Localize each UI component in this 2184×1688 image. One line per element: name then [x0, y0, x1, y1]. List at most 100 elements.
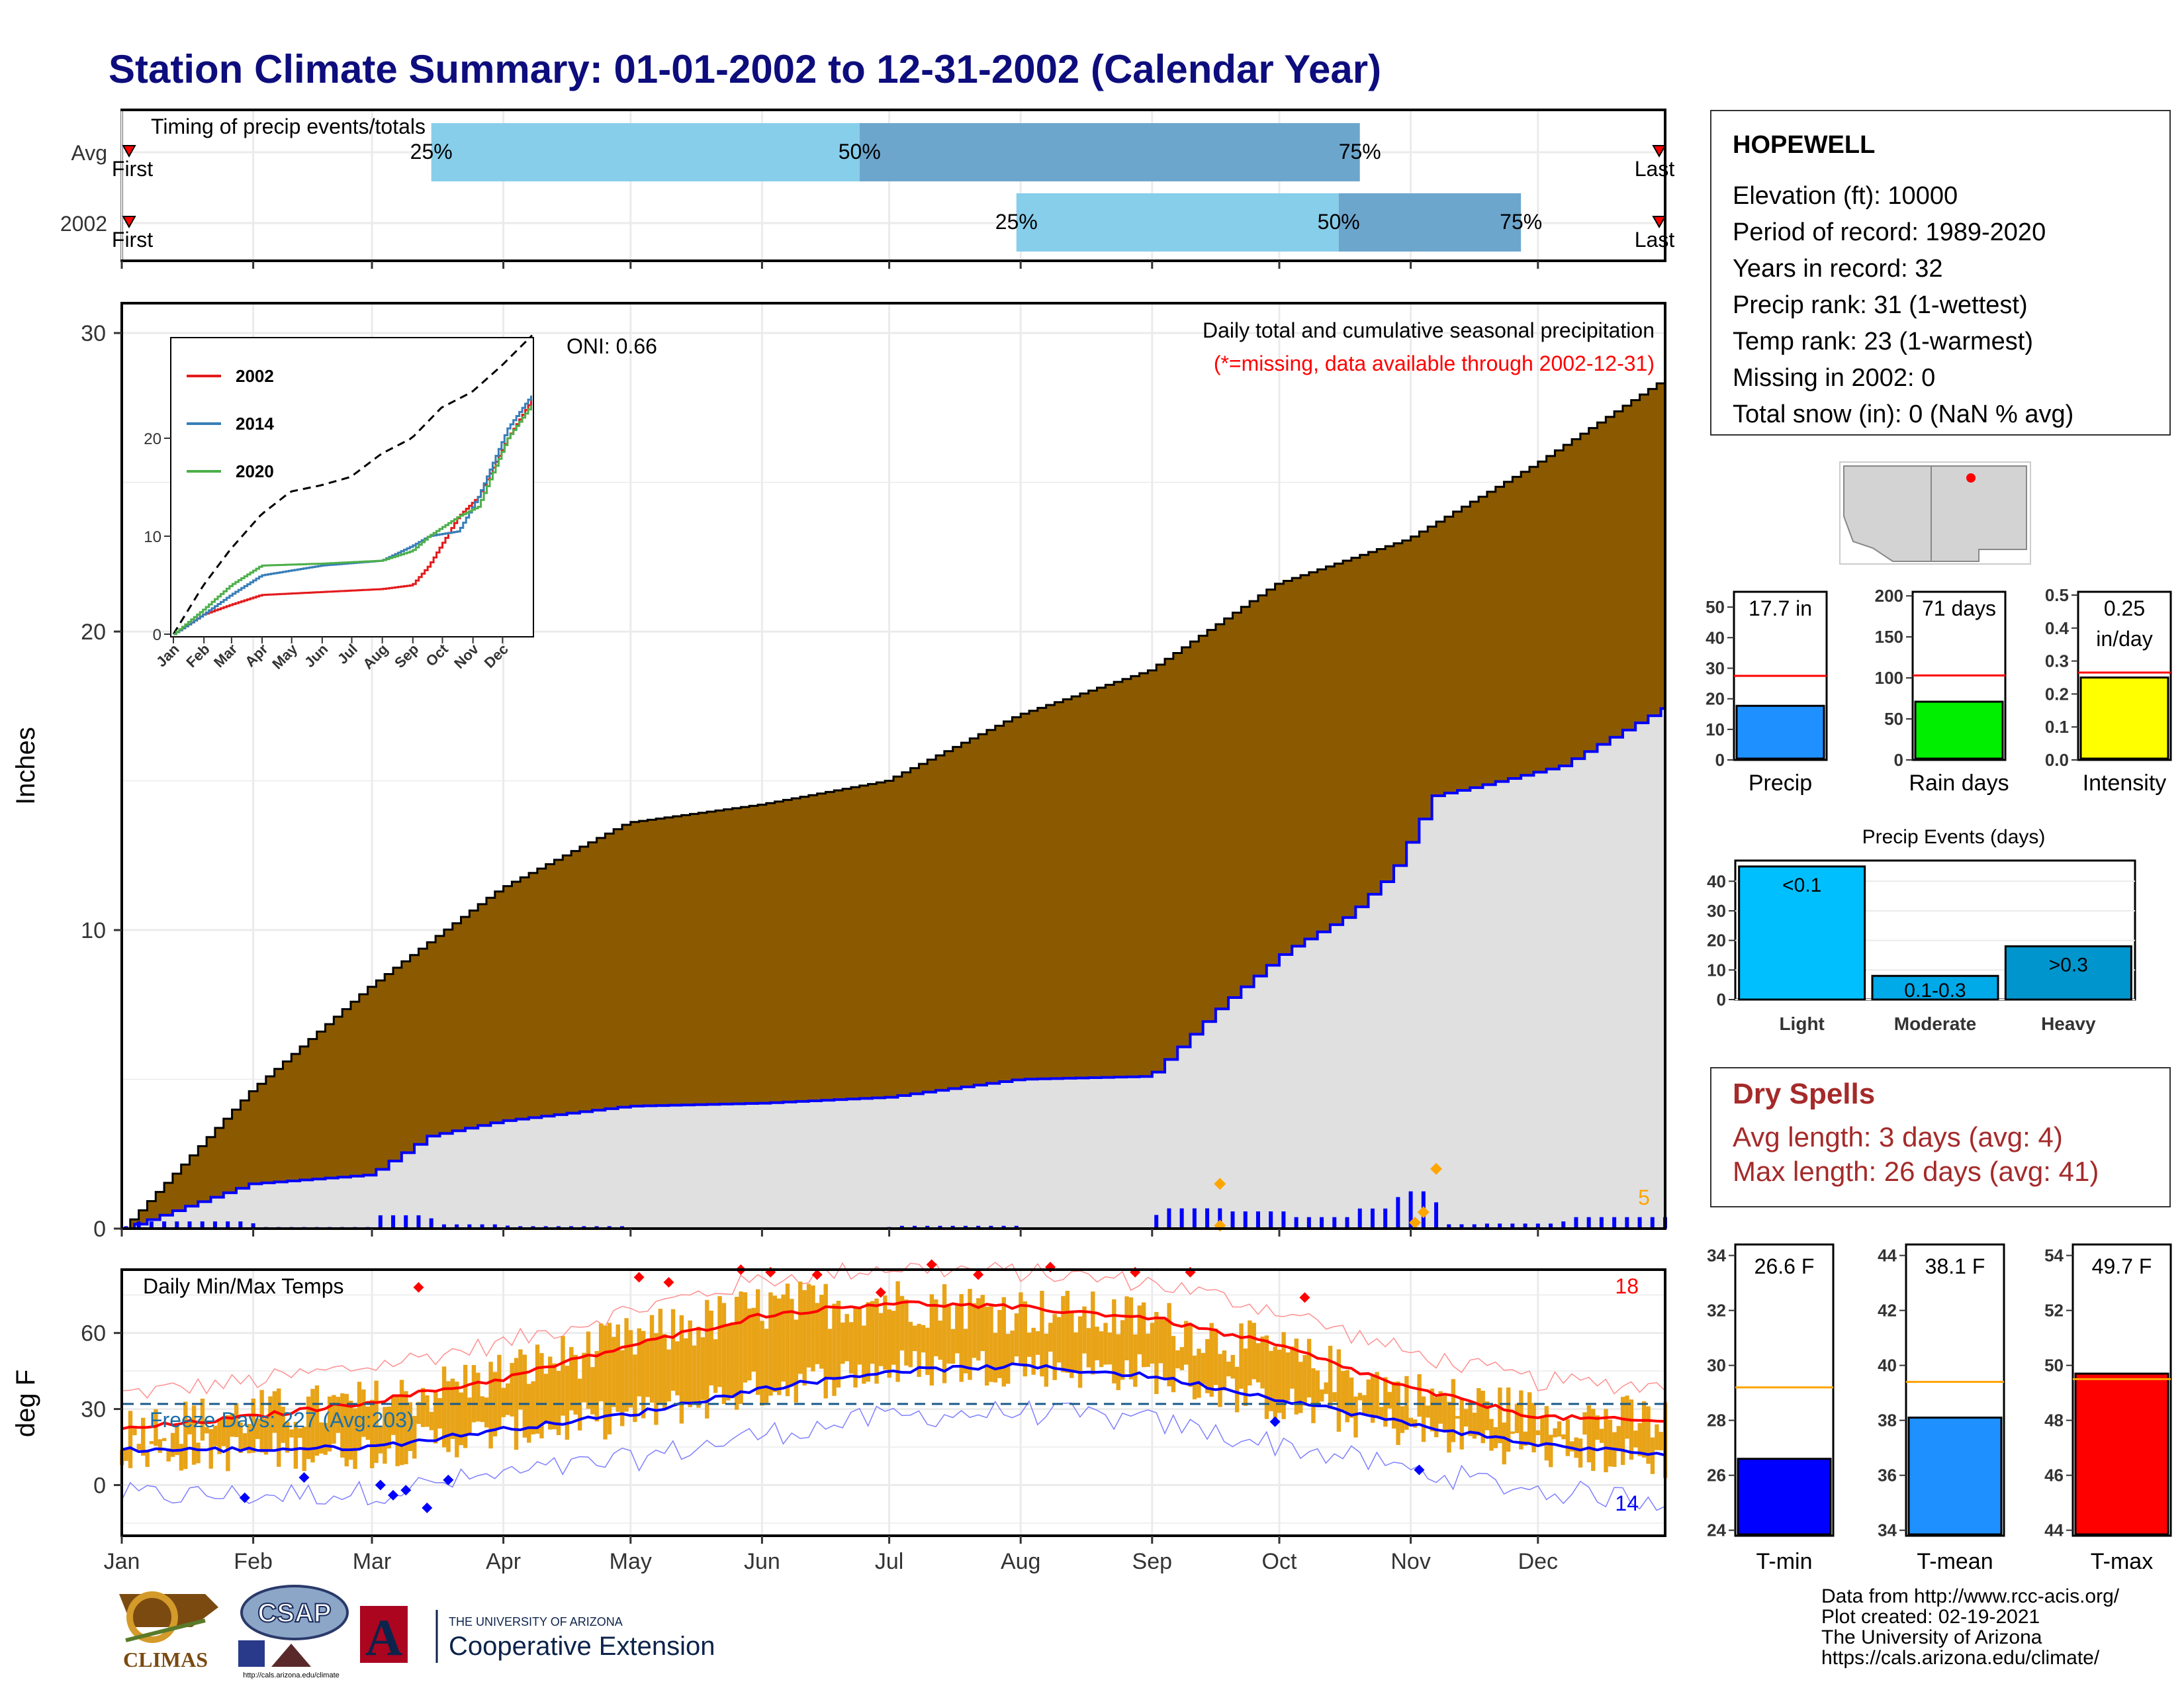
daily-temp-bar [1188, 1324, 1193, 1387]
daily-precip-bar [1408, 1191, 1413, 1229]
daily-temp-bar [518, 1349, 523, 1410]
daily-temp-bar [1430, 1388, 1435, 1432]
daily-temp-bar [166, 1448, 171, 1462]
daily-temp-bar [1163, 1319, 1167, 1380]
daily-temp-bar [561, 1336, 565, 1416]
summary-bar-label: Intensity [2083, 771, 2167, 796]
daily-temp-bar [1099, 1331, 1104, 1368]
summary-y-tick-label: 10 [1706, 720, 1725, 739]
daily-temp-bar [1116, 1334, 1120, 1391]
daily-temp-bar [760, 1321, 764, 1406]
daily-precip-bar [480, 1224, 484, 1229]
daily-precip-bar [1625, 1217, 1629, 1229]
record-low-marker [400, 1485, 412, 1496]
daily-temp-bar [1077, 1316, 1083, 1388]
daily-precip-bar [1510, 1223, 1515, 1229]
daily-temp-bar [989, 1306, 993, 1382]
daily-temp-bar [878, 1313, 884, 1366]
record-low-marker [422, 1502, 433, 1513]
daily-temp-bar [1578, 1438, 1583, 1468]
csap-logo[interactable]: CSAP http://cals.arizona.edu/climate [232, 1581, 351, 1680]
daily-temp-bar [1128, 1297, 1134, 1380]
events-category-label: Moderate [1894, 1013, 1976, 1034]
daily-temp-bar [416, 1401, 421, 1425]
daily-temp-bar [268, 1396, 273, 1450]
precip-events-chart: Precip Events (days) 0 10 20 30 40 <0.1 Light 0.… [1707, 826, 2136, 1034]
precip-panel-title: Daily total and cumulative seasonal prec… [1203, 318, 1655, 342]
daily-temp-bar [369, 1399, 375, 1468]
daily-temp-bar [743, 1292, 748, 1383]
daily-temp-bar [654, 1333, 659, 1425]
daily-temp-bar [332, 1395, 336, 1444]
daily-temp-bar [205, 1427, 209, 1434]
daily-temp-bar [1608, 1419, 1613, 1467]
daily-temp-bar [259, 1389, 264, 1453]
daily-temp-bar [522, 1354, 527, 1438]
daily-temp-bar [1417, 1374, 1422, 1417]
daily-temp-bar [1179, 1346, 1185, 1370]
daily-temp-bar [1005, 1334, 1011, 1384]
daily-temp-bar [781, 1294, 786, 1382]
climas-logo-shape [119, 1594, 218, 1627]
station-info-box: HOPEWELL Elevation (ft): 10000 Period of… [1710, 110, 2171, 436]
daily-temp-bar [1544, 1406, 1549, 1461]
daily-temp-bar [785, 1284, 790, 1397]
daily-precip-bar [1306, 1217, 1311, 1229]
daily-precip-bar [1574, 1217, 1578, 1229]
daily-temp-bar [1197, 1348, 1201, 1398]
daily-temp-bar [162, 1438, 167, 1441]
events-title: Precip Events (days) [1862, 826, 2046, 848]
daily-temp-bar [692, 1345, 697, 1403]
daily-temp-bar [670, 1309, 676, 1391]
daily-temp-bar [598, 1323, 604, 1401]
daily-temp-bar [1103, 1323, 1108, 1365]
climas-logo-text: CLIMAS [123, 1648, 208, 1671]
daily-temp-bar [471, 1365, 477, 1423]
daily-precip-bar [1549, 1223, 1553, 1229]
events-y-tick-label: 0 [1717, 990, 1726, 1009]
daily-temp-bar [1489, 1419, 1494, 1451]
daily-precip-bar [1218, 1208, 1222, 1229]
climas-logo[interactable]: CLIMAS [106, 1581, 225, 1680]
ua-cooperative-extension: Cooperative Extension [449, 1632, 715, 1661]
daily-temp-bar [726, 1324, 731, 1401]
precip-y-tick-label: 10 [81, 918, 106, 943]
daily-precip-bar [1179, 1208, 1184, 1229]
daily-temp-bar [666, 1349, 671, 1402]
daily-temp-bar [145, 1451, 150, 1467]
month-tick-label: Jun [744, 1549, 780, 1574]
daily-temp-bar [1201, 1352, 1206, 1385]
daily-temp-bar [1044, 1333, 1049, 1387]
daily-precip-bar [455, 1224, 459, 1229]
daily-temp-bar [285, 1421, 290, 1453]
ua-cooperative-extension-logo[interactable]: A THE UNIVERSITY OF ARIZONA Cooperative … [357, 1602, 741, 1675]
daily-precip-bar [391, 1215, 396, 1229]
daily-precip-bar [1637, 1217, 1642, 1229]
record-high-line [121, 1262, 1666, 1399]
daily-temp-bar [959, 1293, 964, 1382]
climas-logo-stroke [125, 1618, 206, 1642]
temp-panel-title: Daily Min/Max Temps [143, 1274, 343, 1298]
daily-temp-bar [1315, 1370, 1320, 1406]
daily-temp-bar [811, 1286, 815, 1372]
timing-row-2002-label: 2002 [60, 212, 107, 236]
daily-temp-bar [565, 1366, 570, 1440]
daily-temp-bar [348, 1401, 353, 1460]
events-y-tick-label: 10 [1707, 960, 1726, 980]
daily-temp-bar [777, 1298, 782, 1395]
daily-temp-bar [1561, 1434, 1566, 1440]
record-low-marker [1269, 1416, 1281, 1427]
summary-value-text: 17.7 in [1749, 596, 1812, 620]
station-years: Years in record: 32 [1733, 255, 1943, 283]
daily-temp-bar [450, 1378, 455, 1439]
precip-y-tick-label: 20 [81, 620, 106, 645]
oni-label: ONI: 0.66 [567, 334, 657, 358]
daily-temp-bar [946, 1306, 951, 1364]
daily-temp-bar [531, 1381, 535, 1434]
daily-temp-bar [972, 1303, 977, 1358]
events-bar-label: <0.1 [1782, 874, 1821, 896]
daily-temp-bar [314, 1385, 320, 1456]
daily-temp-bar [870, 1301, 875, 1364]
daily-temp-bar [586, 1331, 591, 1409]
